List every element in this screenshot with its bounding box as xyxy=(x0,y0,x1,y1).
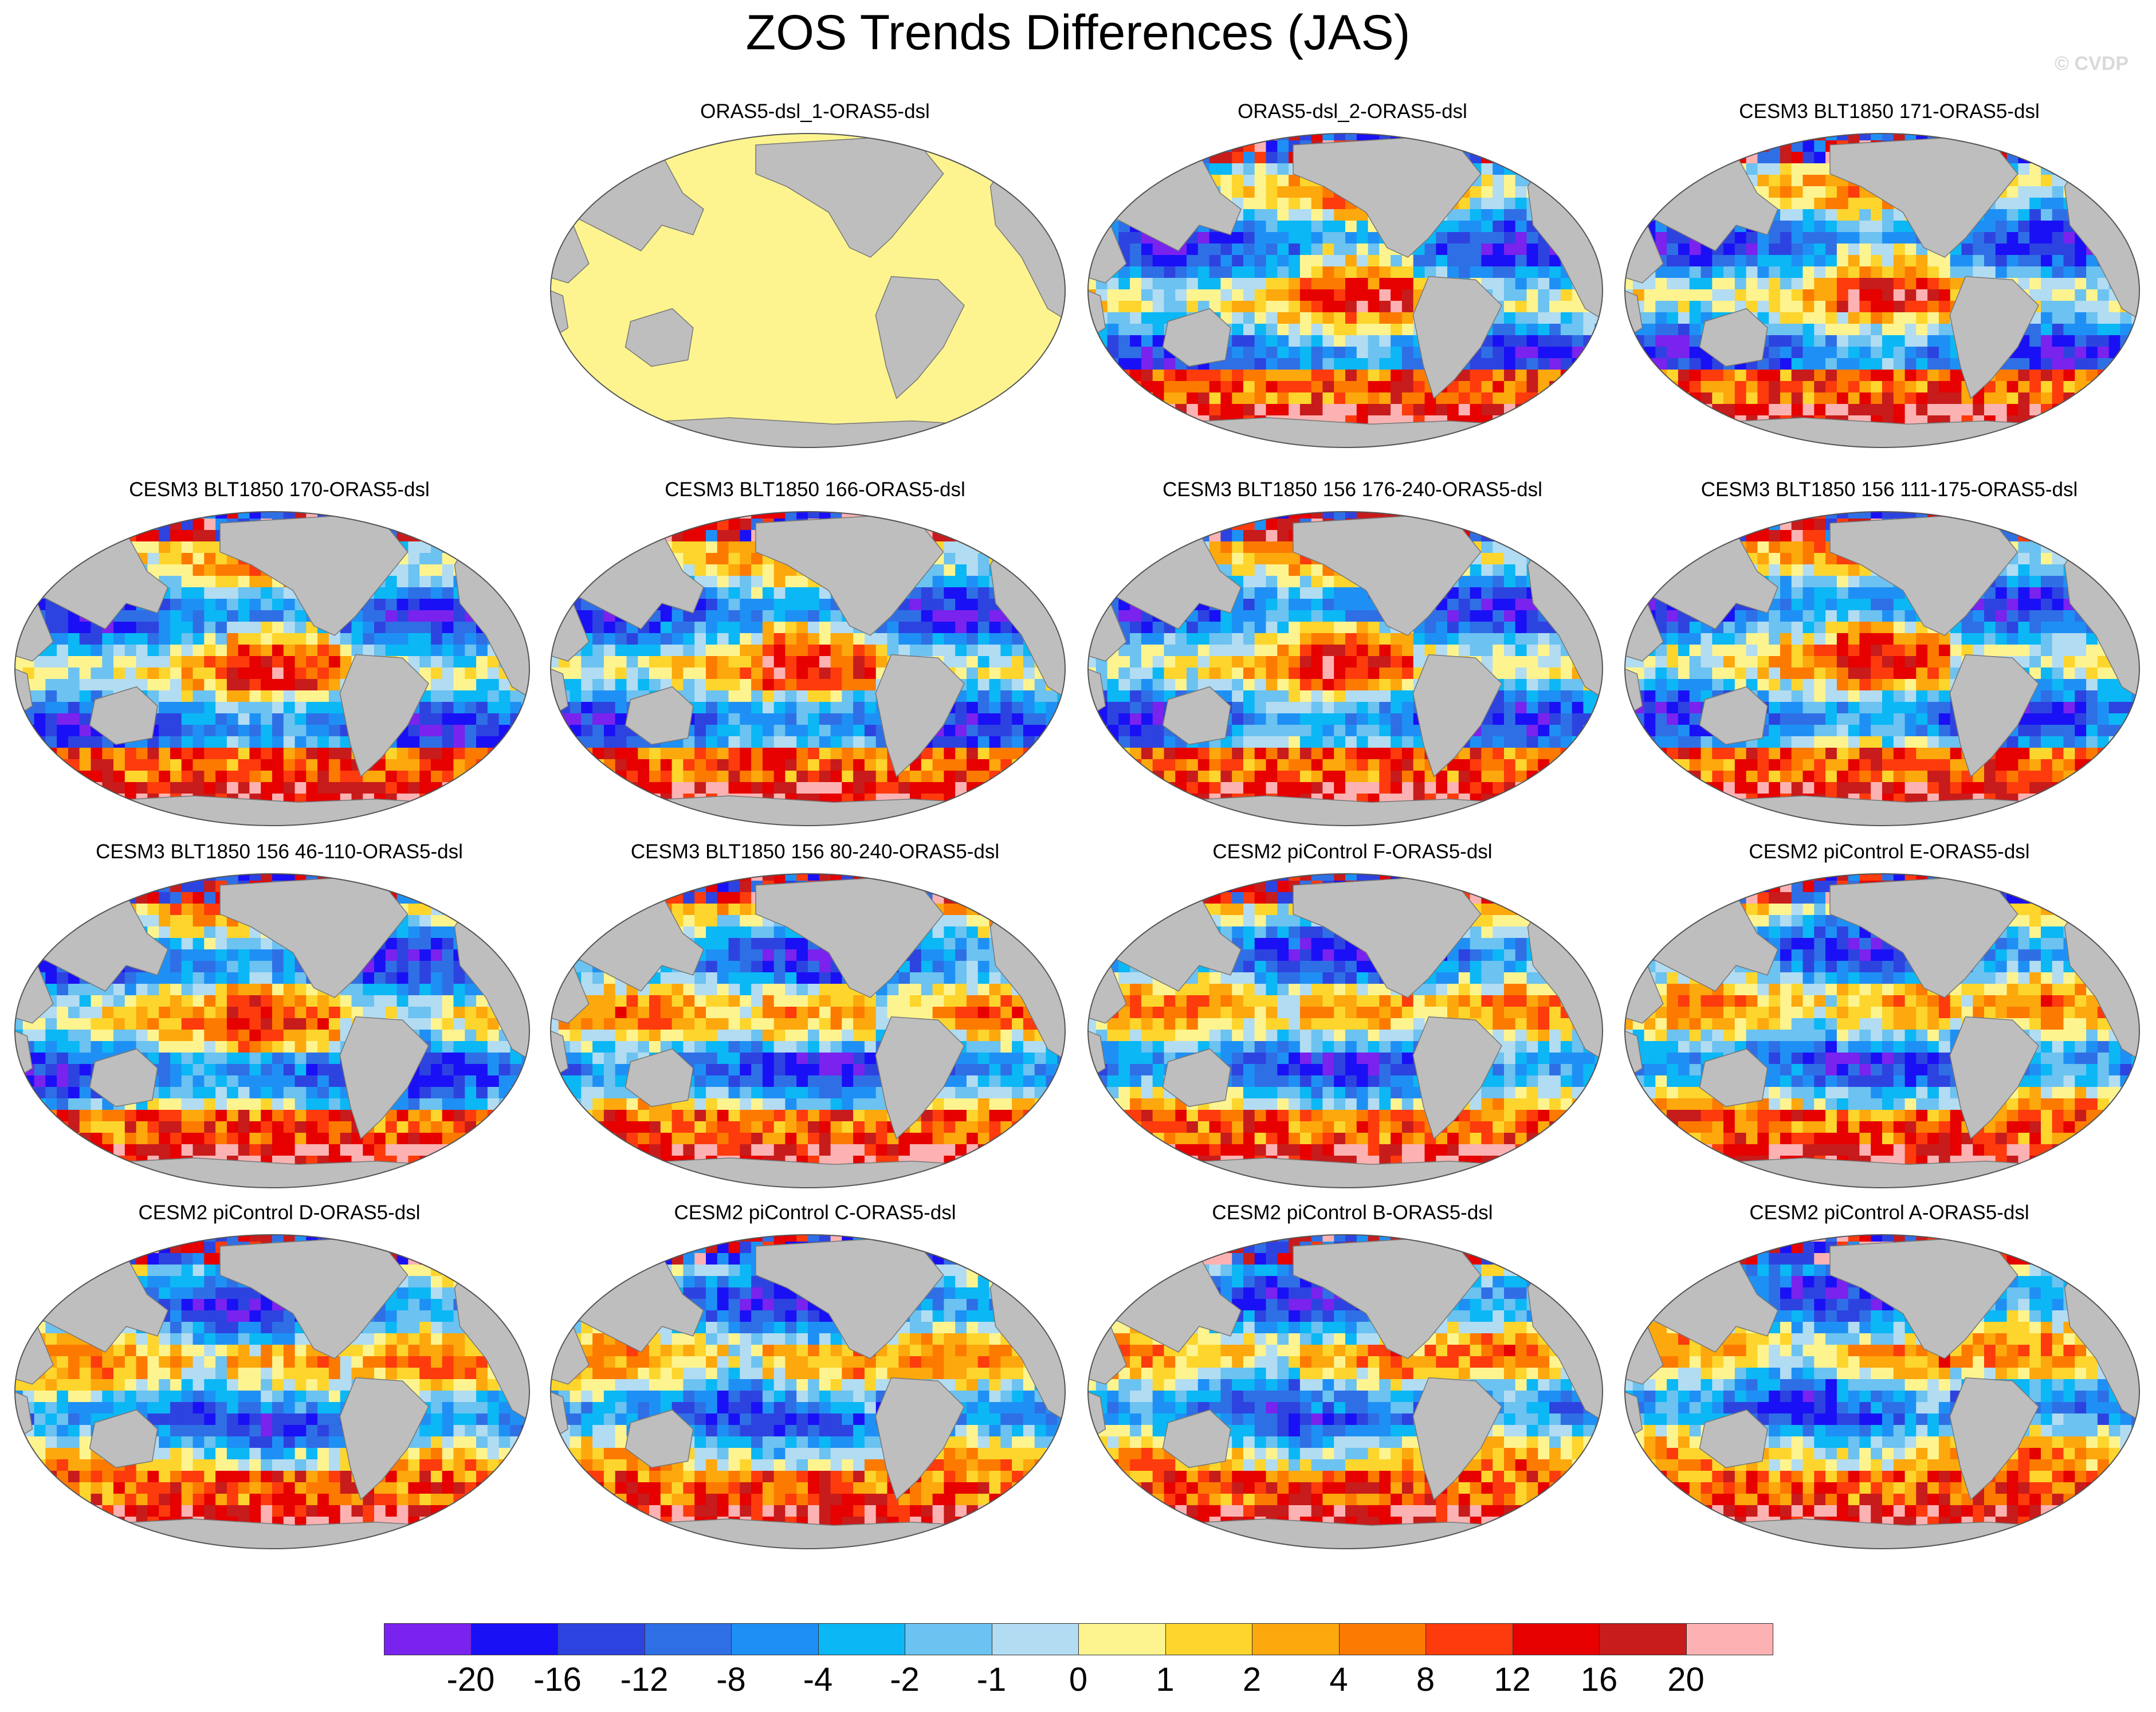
colorbar-tick-label: -2 xyxy=(890,1661,920,1698)
map-panel: CESM2 piControl D-ORAS5-dsl xyxy=(11,1201,547,1568)
map-outline xyxy=(1624,511,2140,826)
colorbar-tick-label: -8 xyxy=(716,1661,746,1698)
panel-title: CESM3 BLT1850 170-ORAS5-dsl xyxy=(129,478,430,501)
colorbar-tick-label: -4 xyxy=(803,1661,833,1698)
colorbar-swatch xyxy=(818,1623,905,1655)
colorbar-swatch xyxy=(1686,1623,1773,1655)
colorbar-tick-label: -1 xyxy=(976,1661,1007,1698)
map-panel: CESM3 BLT1850 156 176-240-ORAS5-dsl xyxy=(1085,478,1620,845)
world-map xyxy=(1624,133,2140,448)
map-outline xyxy=(550,511,1066,826)
map-outline xyxy=(14,511,530,826)
watermark: © CVDP xyxy=(2055,53,2128,74)
panel-title: CESM3 BLT1850 156 176-240-ORAS5-dsl xyxy=(1163,478,1542,501)
colorbar-swatch xyxy=(1252,1623,1340,1655)
world-map xyxy=(1087,511,1603,826)
colorbar-swatch xyxy=(991,1623,1079,1655)
world-map xyxy=(1087,1234,1603,1549)
panel-title: CESM2 piControl B-ORAS5-dsl xyxy=(1212,1201,1493,1224)
colorbar-swatch xyxy=(905,1623,992,1655)
map-panel: CESM3 BLT1850 156 80-240-ORAS5-dsl xyxy=(547,841,1083,1207)
colorbar-swatch xyxy=(1165,1623,1252,1655)
world-map xyxy=(550,873,1066,1188)
map-outline xyxy=(1624,873,2140,1188)
world-map xyxy=(550,133,1066,448)
panel-title: CESM2 piControl D-ORAS5-dsl xyxy=(138,1201,421,1224)
map-outline xyxy=(1087,1234,1603,1549)
colorbar-swatch xyxy=(644,1623,732,1655)
land-masses xyxy=(1088,875,1603,1188)
colorbar-swatch xyxy=(384,1623,472,1655)
world-map xyxy=(1624,873,2140,1188)
panel-title: CESM2 piControl F-ORAS5-dsl xyxy=(1212,841,1493,863)
panel-title: CESM3 BLT1850 166-ORAS5-dsl xyxy=(665,478,965,501)
colorbar-swatch xyxy=(1338,1623,1426,1655)
map-panel: CESM2 piControl C-ORAS5-dsl xyxy=(547,1201,1083,1568)
colorbar-swatch xyxy=(731,1623,819,1655)
map-outline xyxy=(550,133,1066,448)
map-outline xyxy=(1087,873,1603,1188)
map-panel: CESM3 BLT1850 156 111-175-ORAS5-dsl xyxy=(1621,478,2156,845)
colorbar-tick-label: 4 xyxy=(1329,1661,1348,1698)
panel-title: CESM3 BLT1850 156 80-240-ORAS5-dsl xyxy=(630,841,1000,863)
map-panel: CESM2 piControl A-ORAS5-dsl xyxy=(1621,1201,2156,1568)
world-map xyxy=(1087,133,1603,448)
colorbar-tick-label: 8 xyxy=(1416,1661,1435,1698)
colorbar-tick-label: 0 xyxy=(1069,1661,1088,1698)
panel-title: CESM3 BLT1850 156 46-110-ORAS5-dsl xyxy=(96,841,463,863)
colorbar xyxy=(384,1623,1773,1658)
colorbar-tick-label: -20 xyxy=(446,1661,495,1698)
colorbar-swatch xyxy=(557,1623,645,1655)
world-map xyxy=(550,1234,1066,1549)
world-map xyxy=(14,511,530,826)
panel-title: CESM3 BLT1850 156 111-175-ORAS5-dsl xyxy=(1701,478,2078,501)
panel-title: ORAS5-dsl_1-ORAS5-dsl xyxy=(700,100,930,123)
map-panel: CESM2 piControl E-ORAS5-dsl xyxy=(1621,841,2156,1207)
colorbar-tick-label: 16 xyxy=(1580,1661,1618,1698)
world-map xyxy=(1624,511,2140,826)
figure-title: ZOS Trends Differences (JAS) xyxy=(745,5,1411,60)
map-outline xyxy=(1624,1234,2140,1549)
map-panel: CESM3 BLT1850 170-ORAS5-dsl xyxy=(11,478,547,845)
map-panel: CESM3 BLT1850 166-ORAS5-dsl xyxy=(547,478,1083,845)
map-panel: CESM3 BLT1850 156 46-110-ORAS5-dsl xyxy=(11,841,547,1207)
map-outline xyxy=(14,873,530,1188)
colorbar-tick-label: -12 xyxy=(620,1661,669,1698)
map-panel: CESM3 BLT1850 171-ORAS5-dsl xyxy=(1621,100,2156,467)
panel-title: CESM3 BLT1850 171-ORAS5-dsl xyxy=(1739,100,2040,123)
map-outline xyxy=(550,1234,1066,1549)
colorbar-tick-label: 12 xyxy=(1494,1661,1531,1698)
world-map xyxy=(1087,873,1603,1188)
colorbar-tick-label: -16 xyxy=(533,1661,582,1698)
map-panel: ORAS5-dsl_1-ORAS5-dsl xyxy=(547,100,1083,467)
map-outline xyxy=(14,1234,530,1549)
colorbar-swatch xyxy=(1078,1623,1166,1655)
colorbar-tick-label: 1 xyxy=(1156,1661,1175,1698)
colorbar-swatch xyxy=(470,1623,558,1655)
map-outline xyxy=(1087,133,1603,448)
colorbar-swatch xyxy=(1425,1623,1513,1655)
map-panel: CESM2 piControl B-ORAS5-dsl xyxy=(1085,1201,1620,1568)
world-map xyxy=(14,873,530,1188)
map-panel: CESM2 piControl F-ORAS5-dsl xyxy=(1085,841,1620,1207)
map-outline xyxy=(550,873,1066,1188)
colorbar-tick-label: 20 xyxy=(1667,1661,1705,1698)
panel-title: ORAS5-dsl_2-ORAS5-dsl xyxy=(1238,100,1467,123)
map-outline xyxy=(1624,133,2140,448)
world-map xyxy=(14,1234,530,1549)
map-panel: ORAS5-dsl_2-ORAS5-dsl xyxy=(1085,100,1620,467)
colorbar-swatch xyxy=(1512,1623,1600,1655)
map-outline xyxy=(1087,511,1603,826)
panel-title: CESM2 piControl C-ORAS5-dsl xyxy=(674,1201,956,1224)
colorbar-tick-label: 2 xyxy=(1242,1661,1262,1698)
panel-title: CESM2 piControl E-ORAS5-dsl xyxy=(1749,841,2030,863)
world-map xyxy=(550,511,1066,826)
colorbar-swatch xyxy=(1599,1623,1687,1655)
panel-title: CESM2 piControl A-ORAS5-dsl xyxy=(1749,1201,2029,1224)
world-map xyxy=(1624,1234,2140,1549)
land-masses xyxy=(551,1236,1065,1549)
